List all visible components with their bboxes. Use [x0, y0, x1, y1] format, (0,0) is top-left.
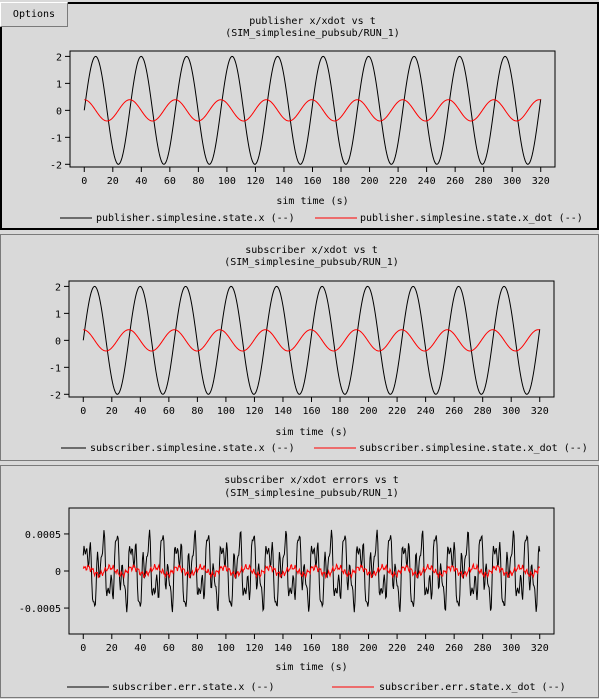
x-tick-label: 0 [80, 643, 86, 654]
x-tick-label: 220 [388, 643, 406, 654]
x-tick-label: 100 [217, 643, 235, 654]
y-tick-label: 2 [55, 282, 61, 293]
x-tick-label: 140 [274, 406, 292, 417]
x-tick-label: 20 [107, 176, 119, 187]
x-tick-label: 220 [388, 406, 406, 417]
series-line-0 [82, 529, 541, 613]
x-tick-label: 40 [134, 643, 146, 654]
options-button[interactable]: Options [0, 2, 68, 27]
chart-panel-publisher[interactable]: publisher x/xdot vs t (SIM_simplesine_pub… [0, 2, 599, 230]
x-tick-label: 180 [331, 643, 349, 654]
chart-title: subscriber x/xdot errors vs t [224, 475, 399, 486]
x-tick-label: 40 [134, 406, 146, 417]
chart-subscriber: subscriber x/xdot vs t(SIM_simplesine_pu… [49, 245, 588, 454]
plot-area [69, 50, 556, 168]
x-tick-label: 80 [191, 643, 203, 654]
y-tick-label: -2 [50, 160, 62, 171]
y-tick-label: -1 [50, 133, 62, 144]
x-tick-label: 240 [417, 643, 435, 654]
x-tick-label: 180 [331, 406, 349, 417]
x-tick-label: 60 [163, 643, 175, 654]
x-tick-label: 80 [191, 406, 203, 417]
x-tick-label: 100 [217, 406, 235, 417]
y-tick-label: 0 [56, 106, 62, 117]
x-tick-label: 180 [332, 176, 350, 187]
plot-area [68, 280, 555, 398]
x-tick-label: 0 [81, 176, 87, 187]
x-tick-label: 280 [474, 643, 492, 654]
x-tick-label: 320 [531, 406, 549, 417]
x-tick-label: 200 [360, 406, 378, 417]
chart-publisher: publisher x/xdot vs t(SIM_simplesine_pub… [50, 16, 583, 224]
x-axis-label: sim time (s) [275, 427, 347, 438]
chart-subtitle: (SIM_simplesine_pubsub/RUN_1) [224, 257, 399, 268]
x-tick-label: 140 [275, 176, 293, 187]
chart-panel-errors[interactable]: subscriber x/xdot errors vs t (SIM_simple… [0, 465, 599, 698]
x-tick-label: 260 [445, 643, 463, 654]
x-tick-label: 280 [475, 176, 493, 187]
series-line-0 [83, 55, 542, 165]
chart-title: subscriber x/xdot vs t [245, 245, 377, 256]
x-axis-label: sim time (s) [276, 196, 348, 207]
x-tick-label: 200 [360, 643, 378, 654]
legend-label-0: publisher.simplesine.state.x (--) [96, 213, 295, 224]
series-line-1 [83, 329, 540, 352]
y-tick-label: 0 [55, 336, 61, 347]
y-tick-label: 0 [55, 567, 61, 578]
x-tick-label: 20 [106, 406, 118, 417]
chart-errors: subscriber x/xdot errors vs t (SIM_simple… [19, 475, 566, 693]
series-line-1 [82, 562, 541, 580]
x-tick-label: 260 [446, 176, 464, 187]
y-tick-label: 2 [56, 52, 62, 63]
x-tick-label: 240 [418, 176, 436, 187]
x-tick-label: 120 [245, 643, 263, 654]
legend-label-1: subscriber.simplesine.state.x_dot (--) [359, 443, 588, 454]
y-tick-label: -0.0005 [19, 604, 61, 615]
x-tick-label: 60 [163, 406, 175, 417]
y-tick-label: 1 [56, 79, 62, 90]
x-tick-label: 20 [106, 643, 118, 654]
x-tick-label: 140 [274, 643, 292, 654]
x-tick-label: 280 [474, 406, 492, 417]
x-tick-label: 60 [164, 176, 176, 187]
x-tick-label: 320 [531, 643, 549, 654]
x-tick-label: 200 [361, 176, 379, 187]
x-tick-label: 160 [302, 643, 320, 654]
legend-label-0: subscriber.err.state.x (--) [112, 682, 275, 693]
legend-label-0: subscriber.simplesine.state.x (--) [90, 443, 295, 454]
x-tick-label: 220 [389, 176, 407, 187]
chart-subtitle: (SIM_simplesine_pubsub/RUN_1) [225, 28, 400, 39]
legend-label-1: subscriber.err.state.x_dot (--) [379, 682, 566, 693]
series-line-1 [84, 99, 541, 122]
x-tick-label: 300 [502, 643, 520, 654]
chart-panel-subscriber[interactable]: subscriber x/xdot vs t (SIM_simplesine_pu… [0, 234, 599, 461]
x-tick-label: 300 [503, 176, 521, 187]
x-tick-label: 100 [218, 176, 236, 187]
x-axis-label: sim time (s) [275, 662, 347, 673]
y-tick-label: 1 [55, 309, 61, 320]
x-tick-label: 80 [192, 176, 204, 187]
x-tick-label: 300 [502, 406, 520, 417]
chart-subtitle: (SIM_simplesine_pubsub/RUN_1) [224, 488, 399, 499]
x-tick-label: 160 [302, 406, 320, 417]
x-tick-label: 160 [303, 176, 321, 187]
y-tick-label: -2 [49, 390, 61, 401]
chart-title: publisher x/xdot vs t [249, 16, 375, 27]
legend-label-1: publisher.simplesine.state.x_dot (--) [360, 213, 583, 224]
x-tick-label: 120 [245, 406, 263, 417]
x-tick-label: 260 [445, 406, 463, 417]
y-tick-label: 0.0005 [25, 530, 61, 541]
x-tick-label: 120 [246, 176, 264, 187]
x-tick-label: 240 [417, 406, 435, 417]
y-tick-label: -1 [49, 363, 61, 374]
x-tick-label: 320 [532, 176, 550, 187]
x-tick-label: 0 [80, 406, 86, 417]
series-line-0 [82, 285, 541, 395]
x-tick-label: 40 [135, 176, 147, 187]
